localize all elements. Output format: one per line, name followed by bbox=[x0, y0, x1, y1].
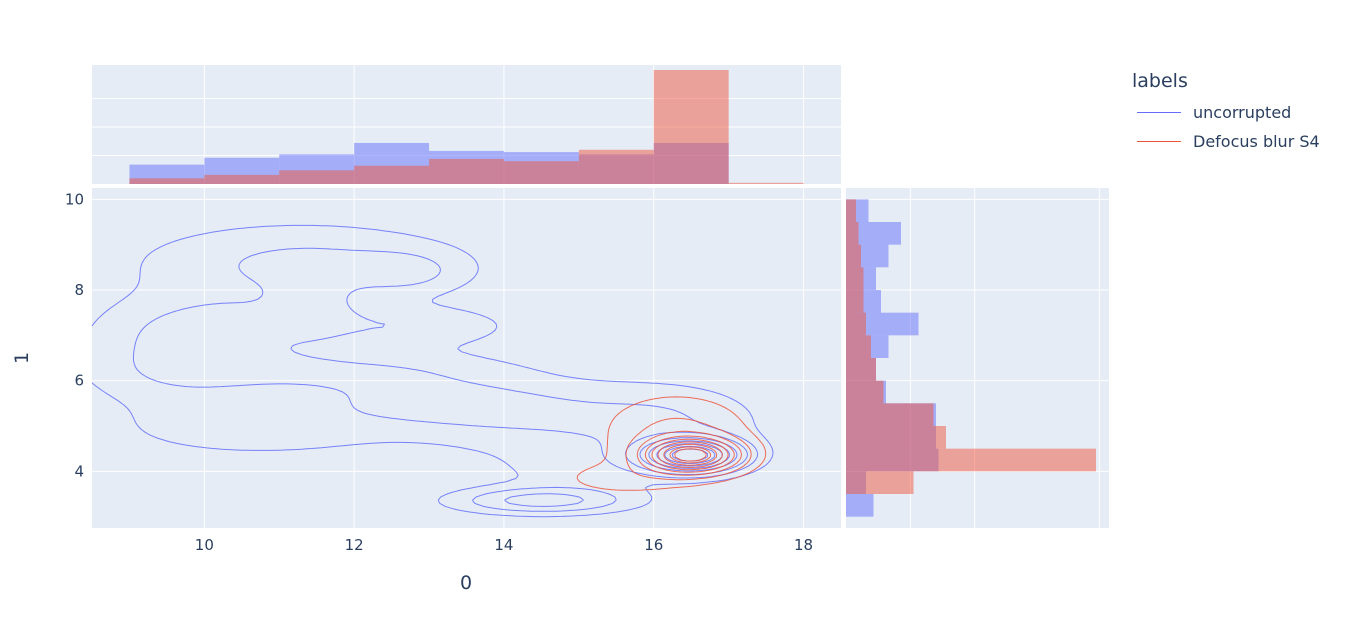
right-hist-bar bbox=[846, 448, 1096, 472]
y-tick-label: 6 bbox=[74, 372, 84, 390]
top-hist-bar bbox=[129, 178, 205, 184]
top-hist-bar bbox=[578, 149, 654, 184]
top-hist-bar bbox=[279, 170, 355, 184]
contour-line-defocus-blur bbox=[576, 396, 767, 491]
right-hist-bar bbox=[846, 358, 876, 381]
right-hist-bar bbox=[846, 267, 864, 290]
right-histogram bbox=[846, 188, 1109, 528]
legend-item-uncorrupted[interactable]: uncorrupted bbox=[1132, 98, 1320, 127]
right-hist-bar bbox=[846, 222, 901, 245]
x-axis-label: 0 bbox=[460, 572, 472, 594]
top-hist-bar bbox=[653, 70, 729, 184]
y-tick-label: 4 bbox=[74, 462, 84, 480]
right-hist-bar bbox=[846, 471, 914, 494]
contour-line-defocus-blur bbox=[657, 441, 723, 468]
x-tick-label: 16 bbox=[644, 536, 663, 554]
contours bbox=[91, 224, 774, 518]
top-hist-bar bbox=[728, 182, 804, 184]
legend-item-defocus-blur[interactable]: Defocus blur S4 bbox=[1132, 127, 1320, 156]
legend: labels uncorrupted Defocus blur S4 bbox=[1132, 70, 1320, 156]
x-tick-label: 12 bbox=[345, 536, 364, 554]
top-hist-bar bbox=[429, 158, 504, 184]
right-hist-bar bbox=[846, 426, 946, 449]
right-hist-bar bbox=[846, 222, 859, 245]
contour-group-uncorrupted bbox=[91, 224, 774, 518]
contour-line-defocus-blur bbox=[636, 430, 742, 476]
top-hist-bar bbox=[204, 174, 280, 184]
legend-swatch bbox=[1137, 141, 1181, 142]
main-plot: 10 12 14 16 18 4 6 8 10 bbox=[65, 188, 841, 554]
contour-group-defocus-blur bbox=[576, 396, 767, 491]
top-hist-bar bbox=[354, 165, 430, 184]
x-tick-label: 10 bbox=[195, 536, 214, 554]
y-tick-label: 8 bbox=[74, 281, 84, 299]
right-hist-bar bbox=[846, 494, 874, 517]
right-hist-bar bbox=[846, 403, 934, 426]
legend-label: uncorrupted bbox=[1193, 103, 1292, 122]
contour-line-defocus-blur bbox=[674, 448, 707, 462]
right-hist-bar bbox=[846, 335, 871, 358]
right-hist-bar bbox=[846, 244, 861, 268]
y-tick-label: 10 bbox=[65, 190, 84, 208]
contour-line-defocus-blur bbox=[663, 443, 718, 466]
right-hist-bar bbox=[846, 199, 856, 222]
legend-swatch bbox=[1137, 112, 1181, 113]
legend-label: Defocus blur S4 bbox=[1193, 132, 1320, 151]
contour-line-uncorrupted bbox=[639, 437, 738, 472]
top-hist-bar bbox=[503, 161, 579, 184]
contour-line-defocus-blur bbox=[669, 446, 712, 464]
contour-line-defocus-blur bbox=[625, 417, 752, 481]
legend-title: labels bbox=[1132, 70, 1188, 92]
x-tick-label: 14 bbox=[494, 536, 513, 554]
contour-line-uncorrupted bbox=[91, 224, 774, 518]
right-hist-bar bbox=[846, 380, 884, 404]
right-hist-bar bbox=[846, 290, 864, 313]
contour-line-defocus-blur bbox=[644, 435, 735, 473]
contour-line-uncorrupted bbox=[132, 247, 759, 512]
contour-line-defocus-blur bbox=[651, 438, 729, 471]
y-axis-label: 1 bbox=[11, 352, 33, 364]
right-hist-bar bbox=[846, 312, 866, 336]
top-histogram bbox=[92, 65, 841, 184]
x-tick-label: 18 bbox=[794, 536, 813, 554]
